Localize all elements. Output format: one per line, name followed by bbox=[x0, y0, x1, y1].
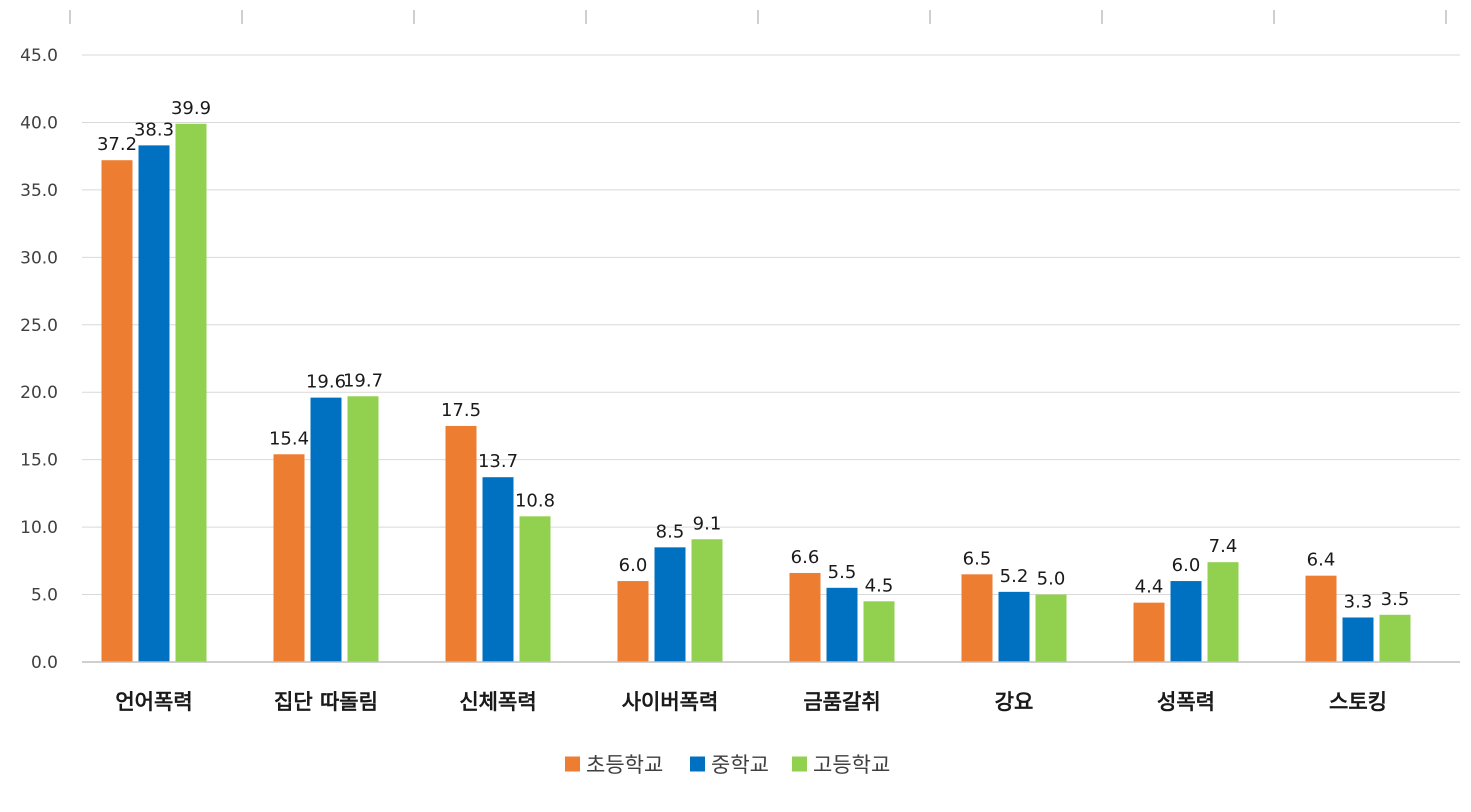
data-label: 19.6 bbox=[306, 372, 346, 393]
bar bbox=[654, 547, 686, 662]
y-tick-label: 40.0 bbox=[20, 113, 58, 133]
bar bbox=[519, 516, 551, 662]
legend-label: 초등학교 bbox=[586, 753, 663, 777]
data-label: 5.5 bbox=[828, 562, 857, 583]
x-axis: 언어폭력 집단 따돌림 신체폭력 사이버폭력 금품갈취 강요 성폭력 스토킹 bbox=[82, 661, 1460, 714]
bar bbox=[1207, 562, 1239, 662]
data-label: 3.3 bbox=[1344, 591, 1373, 612]
data-label: 37.2 bbox=[97, 134, 137, 155]
bars bbox=[101, 123, 1411, 663]
data-label: 39.9 bbox=[171, 98, 211, 119]
data-label: 6.4 bbox=[1307, 550, 1336, 571]
bar bbox=[1379, 614, 1411, 662]
y-tick-label: 25.0 bbox=[20, 316, 58, 336]
y-tick-label: 0.0 bbox=[31, 653, 58, 673]
y-axis: 0.0 5.0 10.0 15.0 20.0 25.0 30.0 35.0 40.0 45.0 bbox=[20, 46, 58, 673]
y-tick-label: 10.0 bbox=[20, 518, 58, 538]
bar bbox=[826, 587, 858, 662]
bar bbox=[691, 539, 723, 662]
legend-swatch bbox=[792, 756, 807, 772]
data-label: 5.2 bbox=[1000, 566, 1029, 587]
data-label: 6.0 bbox=[1172, 555, 1201, 576]
bar bbox=[998, 591, 1030, 662]
bar bbox=[1170, 581, 1202, 662]
bar bbox=[273, 454, 305, 662]
bar bbox=[138, 145, 170, 662]
bar bbox=[1342, 617, 1374, 662]
y-tick-label: 20.0 bbox=[20, 383, 58, 403]
data-label: 3.5 bbox=[1381, 589, 1410, 610]
data-label: 38.3 bbox=[134, 119, 174, 140]
data-label: 19.7 bbox=[343, 370, 383, 391]
y-tick-label: 5.0 bbox=[31, 586, 58, 606]
bar bbox=[617, 581, 649, 662]
data-label: 4.5 bbox=[865, 575, 894, 596]
data-label: 4.4 bbox=[1135, 577, 1164, 598]
x-tick-label: 신체폭력 bbox=[459, 690, 536, 714]
x-tick-label: 사이버폭력 bbox=[622, 690, 719, 714]
data-label: 9.1 bbox=[693, 513, 722, 534]
x-tick-label: 언어폭력 bbox=[115, 690, 192, 714]
legend-label: 중학교 bbox=[711, 753, 769, 777]
x-tick-label: 스토킹 bbox=[1329, 690, 1387, 714]
data-label: 6.0 bbox=[619, 555, 648, 576]
data-label: 7.4 bbox=[1209, 536, 1238, 557]
top-tick-marks bbox=[69, 10, 1447, 24]
bar bbox=[101, 160, 133, 663]
y-tick-label: 45.0 bbox=[20, 46, 58, 66]
bar bbox=[961, 574, 993, 662]
bar bbox=[347, 396, 379, 662]
bar bbox=[863, 601, 895, 662]
bar bbox=[789, 572, 821, 662]
x-tick-label: 강요 bbox=[995, 690, 1034, 714]
bar bbox=[482, 477, 514, 662]
legend-swatch bbox=[690, 756, 705, 772]
y-tick-label: 30.0 bbox=[20, 248, 58, 268]
legend-label: 고등학교 bbox=[813, 753, 890, 777]
bar bbox=[1133, 602, 1165, 662]
bar bbox=[1305, 575, 1337, 662]
bar bbox=[445, 425, 477, 662]
x-tick-label: 성폭력 bbox=[1157, 690, 1215, 714]
data-label: 15.4 bbox=[269, 428, 309, 449]
data-labels: 37.238.339.9 15.4 19.619.7 17.5 13.7 10.8 6.0 8… bbox=[97, 98, 1409, 613]
data-label: 6.6 bbox=[791, 547, 820, 568]
legend-swatch bbox=[565, 756, 580, 772]
bar bbox=[310, 397, 342, 662]
data-label: 8.5 bbox=[656, 521, 685, 542]
bar bbox=[1035, 594, 1067, 662]
x-tick-label: 금품갈취 bbox=[803, 690, 880, 714]
data-label: 10.8 bbox=[515, 490, 555, 511]
y-tick-label: 15.0 bbox=[20, 451, 58, 471]
data-label: 17.5 bbox=[441, 400, 481, 421]
legend: 초등학교 중학교 고등학교 bbox=[565, 753, 890, 777]
data-label: 5.0 bbox=[1037, 569, 1066, 590]
y-tick-label: 35.0 bbox=[20, 181, 58, 201]
x-tick-label: 집단 따돌림 bbox=[274, 690, 378, 714]
data-label: 6.5 bbox=[963, 548, 992, 569]
bar bbox=[175, 123, 207, 662]
data-label: 13.7 bbox=[478, 451, 518, 472]
